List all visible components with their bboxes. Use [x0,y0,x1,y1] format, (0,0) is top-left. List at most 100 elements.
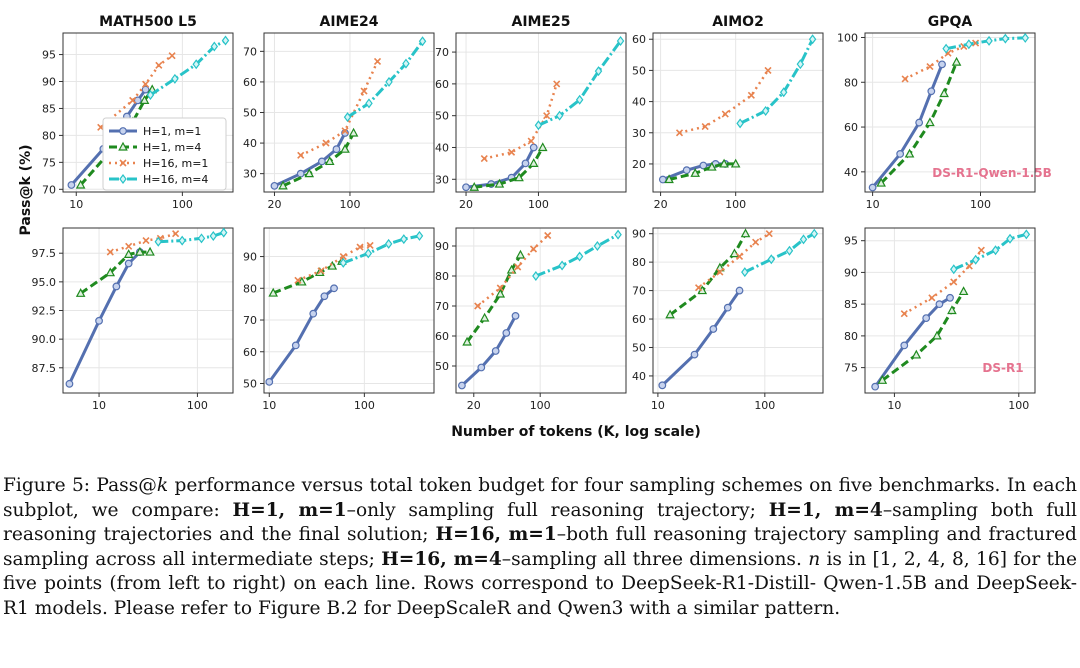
caption-segment: Qwen-1.5B and DeepSeek-R1 models. Please… [3,573,1077,619]
y-tick-label: 97.5 [32,247,57,260]
point-marker [922,314,931,323]
caption-segment: k [156,475,169,496]
grid [264,33,434,192]
series-h-16-m-4 [146,35,230,100]
point-marker [106,248,114,256]
point-marker [1021,32,1030,43]
point-marker [506,264,517,274]
point-marker [221,35,230,46]
point-marker [309,309,318,318]
plot-frame [455,227,627,394]
point-marker [119,127,127,135]
point-marker [877,375,888,384]
point-marker [502,329,511,337]
point-marker [340,143,350,153]
point-marker [939,88,949,98]
point-marker [729,248,740,258]
series-h-16-m-4 [942,32,1030,54]
point-marker [304,168,315,178]
y-tick-label: 60 [435,78,449,91]
point-marker [537,142,548,152]
caption-segment: performance versus total token budget fo… [168,475,1001,496]
y-tick-label: 70 [632,285,646,298]
point-marker [384,238,393,249]
point-marker [146,89,155,100]
point-marker [415,230,424,241]
y-tick-label: 70 [435,46,449,59]
y-tick-label: 50 [243,377,257,390]
caption-segment: H=1, m=1 [232,499,347,521]
point-marker [154,236,163,247]
point-marker [675,129,684,137]
point-marker [324,156,335,166]
subplot-7: 50 60 70 80 90 20 100 [435,227,627,412]
series-line [79,88,154,186]
point-marker [348,127,359,137]
subplot-2: 30 40 50 60 70 20 100 AIME25 [435,14,627,211]
model-label-qwen: DS-R1-Qwen-1.5B [932,166,1052,180]
point-marker [701,122,709,131]
point-marker [658,381,667,390]
series-h-1-m-1 [871,293,954,391]
subplot-0: 70 75 80 85 90 95 10 100 MATH500 L5 [42,14,234,211]
point-marker [965,39,973,50]
point-marker [171,73,179,84]
series-h-16-m-4 [736,34,817,129]
point-marker [534,120,543,131]
subplot-title: AIMO2 [712,14,764,30]
point-marker [343,112,352,123]
point-marker [719,158,729,168]
point-marker [741,267,749,278]
point-marker [507,148,516,156]
caption-segment: H=16, m=1 [435,524,557,546]
point-marker [730,158,741,168]
series-line [484,83,558,160]
point-marker [950,264,958,275]
grid [456,33,626,192]
point-marker [950,278,958,286]
subplot-9: 75 80 85 90 95 10 100 [844,227,1036,412]
point-marker [1001,33,1010,44]
point-marker [938,60,946,69]
series-line [953,232,1027,271]
point-marker [942,43,950,54]
subplot-5: 87.5 90.0 92.5 95.0 97.5 10 100 [32,227,234,412]
point-marker [971,39,980,47]
y-tick-label: 80 [632,256,646,269]
y-tick-label: 20 [632,158,646,171]
point-marker [219,227,228,238]
subplot-title: GPQA [928,14,973,30]
point-marker [67,181,76,189]
series-h-1-m-1 [658,286,744,390]
point-marker [112,282,121,291]
point-marker [123,249,134,258]
point-marker [1022,229,1031,240]
series-line [68,251,141,385]
y-tick-label: 60 [844,121,858,134]
point-marker [707,161,717,171]
point-marker [364,248,373,259]
y-tick-label: 90.0 [32,333,57,346]
point-marker [118,141,128,151]
series-h-16-m-1 [694,230,773,292]
y-axis-label: Pass@k (%) [18,144,34,235]
y-tick-label: 80 [844,330,858,343]
y-tick-label: 40 [632,370,646,383]
point-marker [575,251,584,262]
point-marker [496,284,504,292]
point-marker [129,96,137,104]
x-tick-label: 20 [654,198,668,211]
point-marker [900,310,908,318]
point-marker [491,347,500,355]
point-marker [740,228,751,238]
y-tick-label: 30 [243,168,257,181]
caption-segment: both full reasoning trajectories and the… [3,499,1077,546]
series-h-16-m-1 [474,231,552,310]
point-marker [474,302,482,310]
point-marker [935,300,944,309]
y-tick-label: 90 [435,240,449,253]
series-line [297,244,371,282]
plot-frame [652,32,824,193]
legend-box [102,117,227,191]
plot-frame [864,227,1036,394]
